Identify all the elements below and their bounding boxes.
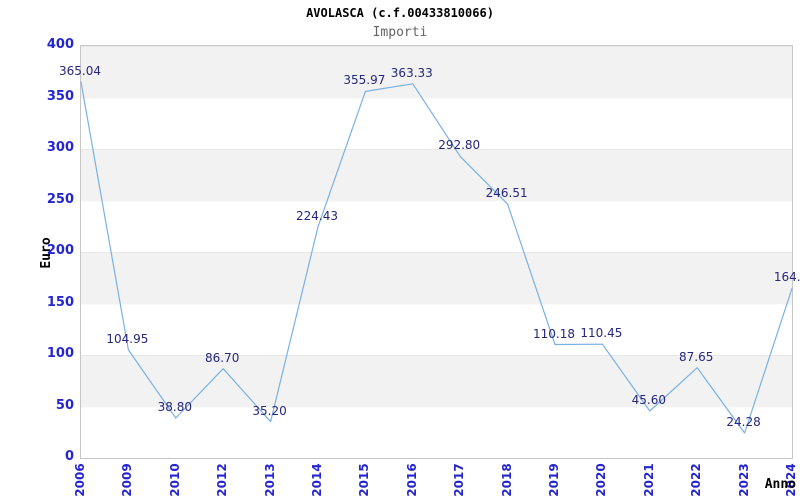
x-tick-label: 2015 — [357, 463, 372, 497]
x-tick-label: 2023 — [736, 463, 751, 497]
x-tick-label: 2019 — [547, 463, 561, 497]
line-chart-canvas — [80, 81, 793, 434]
point-label: 110.45 — [580, 326, 623, 341]
y-tick-label: 400 — [46, 37, 74, 52]
plot-area — [80, 45, 793, 459]
x-tick-label: 2014 — [310, 463, 324, 497]
point-label: 355.97 — [343, 73, 386, 88]
point-label: 86.70 — [205, 350, 240, 365]
x-tick-label: 2013 — [262, 463, 277, 497]
y-tick-label: 0 — [64, 449, 74, 464]
point-label: 292.80 — [438, 138, 481, 153]
point-label: 38.80 — [157, 400, 192, 415]
line-series — [80, 81, 793, 434]
point-label: 110.18 — [533, 326, 575, 341]
x-tick-label: 2009 — [120, 463, 135, 497]
y-tick-label: 50 — [55, 397, 74, 413]
x-tick-label: 2012 — [215, 463, 230, 497]
point-label: 87.65 — [679, 349, 714, 364]
point-label: 246.51 — [485, 186, 528, 201]
point-label: 35.20 — [252, 403, 287, 418]
x-tick-label: 2017 — [452, 463, 467, 497]
chart-title: AVOLASCA (c.f.00433810066) — [306, 6, 494, 20]
x-axis-label: Anno — [764, 477, 796, 492]
y-tick-label: 200 — [46, 243, 74, 258]
x-tick-label: 2016 — [404, 463, 419, 497]
point-label: 24.28 — [726, 414, 761, 429]
point-label: 224.43 — [296, 208, 338, 223]
y-tick-label: 100 — [46, 346, 74, 361]
point-label: 363.33 — [390, 65, 433, 80]
point-label: 164.7 — [773, 270, 800, 285]
point-label: 365.04 — [59, 64, 101, 78]
x-tick-label: 2020 — [594, 463, 609, 497]
x-tick-label: 2022 — [689, 463, 704, 497]
y-tick-label: 250 — [46, 191, 74, 207]
y-tick-label: 300 — [46, 140, 74, 155]
chart-subtitle: Importi — [372, 25, 428, 40]
point-label: 104.95 — [106, 331, 149, 346]
x-tick-label: 2010 — [167, 463, 182, 497]
y-tick-label: 150 — [46, 294, 74, 310]
y-tick-label: 350 — [46, 88, 74, 104]
x-tick-label: 2006 — [73, 463, 87, 497]
point-label: 45.60 — [631, 393, 666, 408]
x-tick-label: 2021 — [641, 463, 656, 497]
x-tick-label: 2018 — [499, 463, 514, 497]
